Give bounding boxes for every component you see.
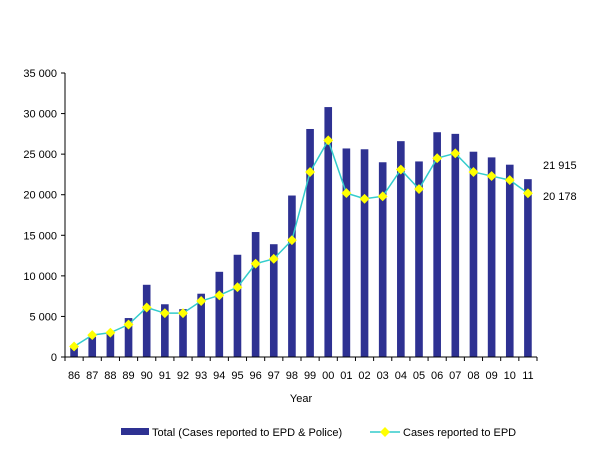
x-tick-label: 01 (340, 370, 352, 382)
line-epd-marker (377, 191, 388, 202)
x-tick-label: 91 (159, 370, 171, 382)
y-axis-ticks: 0 5 000 10 000 15 000 20 000 25 000 30 000 35 0… (23, 68, 65, 364)
bar-total (524, 179, 532, 357)
x-tick-label: 03 (377, 370, 389, 382)
x-tick-label: 07 (449, 370, 461, 382)
x-tick-label: 95 (231, 370, 243, 382)
line-epd-marker (232, 282, 243, 293)
bar-total (378, 162, 387, 357)
x-tick-label: 98 (286, 370, 298, 382)
x-tick-label: 92 (177, 370, 189, 382)
bar-total (288, 195, 296, 357)
bar-total (505, 164, 514, 357)
y-tick-label: 25 000 (23, 149, 57, 161)
line-epd (69, 135, 533, 352)
x-tick-label: 09 (485, 370, 497, 382)
line-epd-marker (486, 171, 497, 182)
line-epd-marker (504, 175, 515, 186)
x-tick-label: 86 (68, 370, 80, 382)
x-tick-label: 89 (122, 370, 134, 382)
y-tick-label: 30 000 (23, 109, 57, 121)
bar-total (360, 149, 369, 357)
legend: Total (Cases reported to EPD & Police) C… (121, 427, 516, 439)
x-tick-label: 93 (195, 370, 207, 382)
bar-total (324, 107, 333, 357)
x-tick-label: 88 (104, 370, 116, 382)
line-epd-marker (468, 167, 479, 177)
line-epd-marker (286, 235, 297, 246)
line-epd-marker (395, 164, 406, 175)
x-tick-label: 87 (86, 370, 98, 382)
line-epd-path (73, 138, 529, 348)
line-epd-marker (305, 167, 316, 177)
x-tick-label: 06 (431, 370, 443, 382)
bar-total (487, 157, 496, 357)
bar-total (451, 133, 460, 357)
bar-total (433, 132, 441, 357)
bar-total (342, 148, 351, 357)
line-epd-marker (450, 148, 461, 159)
bar-total (306, 128, 314, 357)
bar-total (124, 318, 133, 357)
bar-total (142, 284, 151, 357)
line-epd-marker (522, 188, 533, 199)
x-tick-label: 00 (322, 370, 334, 382)
line-epd-marker (159, 308, 170, 319)
line-epd-marker (196, 296, 207, 306)
line-epd-marker (214, 290, 225, 301)
line-epd-marker (178, 308, 188, 319)
legend-swatch-total (121, 428, 149, 435)
end-label-total: 21 915 (543, 160, 577, 172)
bar-total (88, 336, 97, 357)
line-epd-marker (250, 258, 261, 269)
x-tick-label: 10 (504, 370, 516, 382)
line-epd-marker (141, 302, 152, 313)
x-tick-label: 96 (249, 370, 261, 382)
bar-total (469, 151, 478, 357)
y-tick-label: 5 000 (29, 311, 57, 323)
x-tick-label: 08 (467, 370, 479, 382)
legend-label-total: Total (Cases reported to EPD & Police) (152, 427, 342, 439)
legend-label-epd: Cases reported to EPD (403, 427, 516, 439)
y-tick-label: 35 000 (23, 68, 57, 80)
bar-total (161, 304, 169, 357)
bar-total (179, 309, 187, 357)
y-tick-label: 10 000 (23, 271, 57, 283)
line-epd-marker (414, 184, 424, 194)
bar-total (251, 232, 260, 357)
line-epd-marker (432, 153, 443, 164)
bar-total (397, 141, 405, 357)
x-tick-label: 02 (358, 370, 370, 382)
x-tick-label: 05 (413, 370, 425, 382)
y-tick-label: 15 000 (23, 230, 57, 242)
x-axis-title: Year (290, 393, 313, 405)
bar-total (215, 271, 224, 357)
x-tick-label: 04 (395, 370, 407, 382)
line-epd-marker (123, 319, 134, 330)
y-tick-label: 0 (51, 352, 57, 364)
x-tick-label: 99 (304, 370, 316, 382)
bar-total (233, 254, 242, 357)
bar-total (269, 244, 278, 357)
bar-total (197, 293, 205, 357)
bar-total (415, 161, 423, 357)
line-epd-marker (341, 188, 352, 199)
bar-total (106, 332, 115, 357)
bars-total (70, 107, 532, 357)
x-tick-label: 94 (213, 370, 225, 382)
line-epd-marker (359, 193, 370, 204)
x-tick-label: 97 (268, 370, 280, 382)
x-tick-label: 90 (141, 370, 153, 382)
x-tick-label: 11 (522, 370, 533, 382)
end-label-epd: 20 178 (543, 191, 577, 203)
y-tick-label: 20 000 (23, 190, 57, 202)
legend-swatch-epd-marker (380, 427, 390, 437)
line-epd-marker (323, 135, 334, 146)
x-axis-tick-labels: 86 87 88 89 90 91 92 93 94 95 96 97 98 99 00 01 02 03 04 05… (64, 357, 538, 382)
